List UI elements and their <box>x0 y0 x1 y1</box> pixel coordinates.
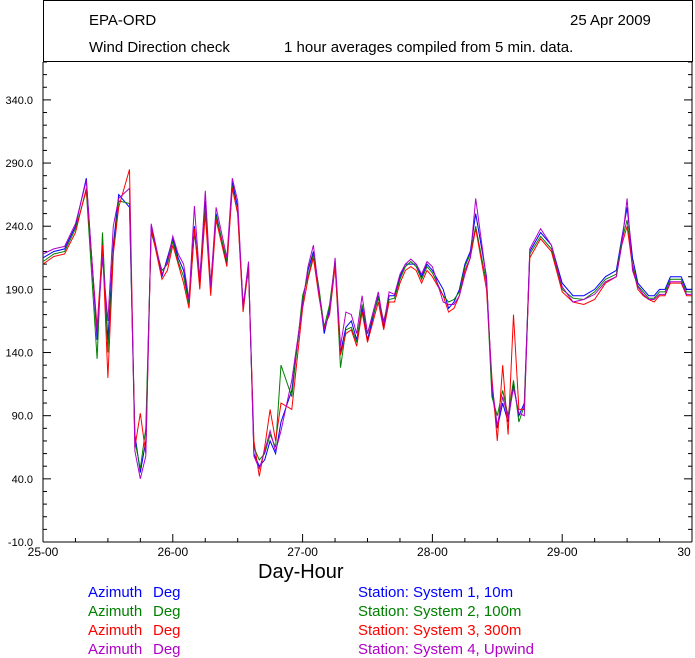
legend-series-name-4: Station: System 4, Upwind <box>358 641 534 658</box>
y-tick-label: 90.0 <box>12 411 33 423</box>
chart-subtitle: Wind Direction check <box>89 39 230 56</box>
y-tick-label: 140.0 <box>5 348 33 360</box>
x-tick-label: 27-00 <box>287 545 318 559</box>
report-date: 25 Apr 2009 <box>570 12 651 29</box>
x-tick-label: 30 <box>677 545 691 559</box>
x-axis-label: Day-Hour <box>258 561 344 583</box>
x-tick-label: 28-00 <box>417 545 448 559</box>
legend-unit-1: Deg <box>153 584 181 601</box>
series-lines <box>42 169 692 479</box>
legend-variable-2: Azimuth <box>88 603 143 620</box>
y-tick-label: -10.0 <box>8 537 33 549</box>
station-title: EPA-ORD <box>89 12 157 29</box>
legend-series-name-3: Station: System 3, 300m <box>358 622 522 639</box>
x-tick-label: 26-00 <box>157 545 188 559</box>
y-tick-label: 190.0 <box>5 284 33 296</box>
chart-description: 1 hour averages compiled from 5 min. dat… <box>284 39 574 56</box>
legend-variable-1: Azimuth <box>88 584 143 601</box>
series-line-1 <box>42 178 692 473</box>
chart-header: EPA-ORD 25 Apr 2009 Wind Direction check… <box>43 0 693 62</box>
legend-unit-4: Deg <box>153 641 181 658</box>
legend-variable-3: Azimuth <box>88 622 143 639</box>
series-line-3 <box>42 169 692 477</box>
x-tick-label: 29-00 <box>547 545 578 559</box>
legend-unit-3: Deg <box>153 622 181 639</box>
y-tick-label: 340.0 <box>5 95 33 107</box>
x-tick-label: 25-00 <box>28 545 59 559</box>
chart-axes: -10.0 40.0 90.0 140.0 190.0 240.0 290.0 340.0 25… <box>5 61 693 559</box>
y-tick-label: 40.0 <box>12 474 33 486</box>
legend-series-name-2: Station: System 2, 100m <box>358 603 522 620</box>
y-tick-label: 290.0 <box>5 158 33 170</box>
series-line-4 <box>42 178 692 479</box>
series-line-2 <box>42 185 692 469</box>
legend-unit-2: Deg <box>153 603 181 620</box>
legend-series-name-1: Station: System 1, 10m <box>358 584 514 601</box>
y-tick-label: 240.0 <box>5 221 33 233</box>
legend-variable-4: Azimuth <box>88 641 143 658</box>
